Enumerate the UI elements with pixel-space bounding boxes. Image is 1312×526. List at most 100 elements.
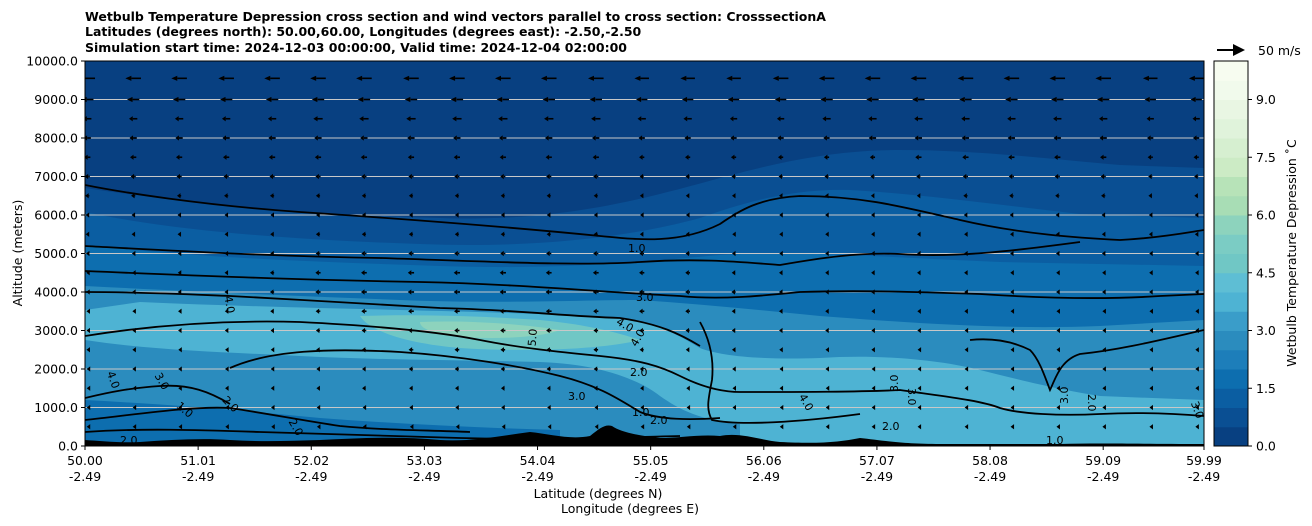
x-tick-label-lon: -2.49 xyxy=(521,469,553,484)
wind-vector xyxy=(593,231,598,237)
wind-vector xyxy=(453,289,460,295)
wind-vector xyxy=(224,212,229,218)
wind-vector xyxy=(85,193,90,199)
wind-vector xyxy=(409,385,413,391)
colorbar-swatch xyxy=(1214,330,1248,351)
wind-vector xyxy=(177,250,182,257)
wind-vector xyxy=(1102,424,1106,430)
y-axis: 0.0 1000.0 2000.0 3000.0 4000.0 5000.0 6000.0 7… xyxy=(26,54,85,454)
wind-vector xyxy=(224,289,229,295)
wind-vector xyxy=(218,75,234,81)
wind-vector xyxy=(1195,308,1199,314)
contour-label: 3.0 xyxy=(905,388,918,406)
wind-vector xyxy=(454,231,459,237)
wind-vector xyxy=(917,212,921,218)
wind-vector xyxy=(732,404,737,411)
wind-vector xyxy=(315,308,321,314)
colorbar-swatch xyxy=(1214,253,1248,274)
wind-vector xyxy=(270,327,275,334)
wind-vector xyxy=(499,135,507,141)
wind-vector xyxy=(593,193,598,199)
wind-vector xyxy=(779,327,783,334)
wind-vector xyxy=(1055,231,1060,237)
wind-vector xyxy=(132,385,137,391)
wind-vector xyxy=(85,250,90,257)
wind-vector xyxy=(546,193,551,199)
wind-vector xyxy=(964,404,969,411)
wind-vector xyxy=(1195,347,1199,353)
wind-vector xyxy=(593,308,599,314)
wind-vector xyxy=(1195,404,1199,411)
wind-vector xyxy=(271,404,275,411)
wind-vector xyxy=(1055,193,1060,199)
wind-vector xyxy=(495,75,511,81)
wind-vector xyxy=(685,250,690,257)
y-tick-label: 10000.0 xyxy=(26,54,78,69)
wind-vector xyxy=(500,385,505,391)
wind-vector xyxy=(177,231,182,237)
wind-vector xyxy=(777,135,784,141)
wind-vector xyxy=(593,366,598,372)
wind-vector xyxy=(869,154,876,160)
wind-vector xyxy=(917,424,922,430)
wind-vector xyxy=(224,327,229,334)
wind-vector xyxy=(640,212,644,218)
colorbar-swatch xyxy=(1214,157,1248,177)
wind-vector xyxy=(639,231,644,237)
wind-vector xyxy=(360,135,368,141)
wind-vector xyxy=(639,270,645,276)
wind-vector xyxy=(1010,250,1014,257)
wind-vector xyxy=(639,347,644,353)
wind-vector xyxy=(730,135,737,141)
plot-area xyxy=(85,61,1204,446)
wind-vector xyxy=(639,193,644,199)
wind-vector xyxy=(825,366,829,372)
wind-vector xyxy=(546,173,552,180)
wind-vector xyxy=(545,154,552,160)
wind-vector xyxy=(453,135,461,141)
wind-vector xyxy=(546,347,552,353)
wind-vector xyxy=(1010,404,1015,411)
wind-vector xyxy=(825,327,829,334)
wind-vector xyxy=(825,250,829,257)
wind-vector xyxy=(731,173,736,180)
wind-vector xyxy=(916,193,921,199)
wind-vector xyxy=(177,212,182,218)
wind-vector xyxy=(962,154,969,160)
wind-vector xyxy=(310,75,326,81)
wind-vector xyxy=(316,404,321,411)
wind-key-label: 50 m/s xyxy=(1258,43,1301,58)
wind-vector xyxy=(593,250,599,257)
wind-vector xyxy=(1009,193,1014,199)
y-tick-label: 4000.0 xyxy=(34,285,78,300)
wind-vector xyxy=(407,270,415,276)
wind-vector xyxy=(219,96,233,103)
wind-vector xyxy=(222,135,230,141)
wind-vector xyxy=(964,270,968,276)
wind-vector xyxy=(1054,173,1060,180)
wind-vector xyxy=(1148,173,1153,180)
wind-vector xyxy=(914,116,923,122)
wind-vector xyxy=(177,270,182,276)
wind-vector xyxy=(779,193,783,199)
wind-vector xyxy=(455,212,459,218)
wind-vector xyxy=(1148,212,1153,218)
wind-vector xyxy=(685,193,690,199)
chart-title-line-1: Wetbulb Temperature Depression cross sec… xyxy=(85,9,826,24)
wind-vector xyxy=(779,270,783,276)
wind-vector xyxy=(1010,327,1015,334)
x-axis: 50.00-2.4951.01-2.4952.02-2.4953.03-2.49… xyxy=(67,446,1222,484)
wind-vector xyxy=(1149,366,1153,372)
wind-vector xyxy=(357,96,371,103)
wind-vector xyxy=(962,173,969,180)
contour-label: 1.0 xyxy=(632,406,650,419)
x-tick-label-lat: 59.09 xyxy=(1085,453,1121,468)
wind-vector xyxy=(818,75,835,81)
wind-vector xyxy=(545,289,552,295)
wind-vector xyxy=(130,154,137,160)
wind-vector xyxy=(314,135,322,141)
wind-vector xyxy=(727,96,740,103)
wind-vector xyxy=(685,347,690,353)
wind-vector xyxy=(542,96,555,103)
wind-vector xyxy=(731,270,736,276)
